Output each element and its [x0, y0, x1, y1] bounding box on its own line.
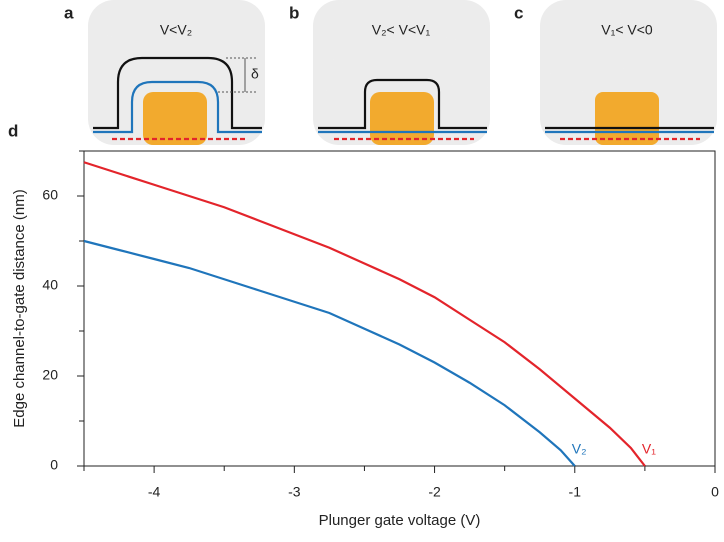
series-line	[83, 239, 576, 467]
series-line	[83, 161, 646, 467]
panel-texture	[313, 0, 490, 145]
y-tick-label: 40	[42, 277, 58, 293]
gate	[370, 92, 434, 145]
panel-title: V<V₂	[160, 22, 192, 38]
y-tick-label: 0	[50, 457, 58, 473]
panel-letter: a	[64, 3, 74, 22]
x-tick-label: -3	[288, 484, 301, 500]
panel-a: a δ V<V₂	[64, 0, 265, 145]
y-axis-label: Edge channel-to-gate distance (nm)	[11, 189, 28, 427]
panel-letter: b	[289, 3, 299, 22]
panel-c: c V₁< V<0	[514, 0, 717, 145]
x-tick-label: -4	[148, 484, 161, 500]
y-tick-label: 20	[42, 367, 58, 383]
y-tick-label: 60	[42, 187, 58, 203]
panel-title: V₁< V<0	[601, 22, 653, 38]
panel-texture	[540, 0, 717, 145]
edge-channel-inner	[93, 80, 262, 134]
x-tick-label: -1	[569, 484, 582, 500]
edge-channel-outer	[93, 56, 262, 130]
gate	[143, 92, 207, 145]
x-tick-label: -2	[428, 484, 441, 500]
series-label: V₂	[572, 441, 587, 457]
x-axis-label: Plunger gate voltage (V)	[319, 512, 481, 529]
panel-b: b V₂< V<V₁	[289, 0, 490, 145]
panel-letter: d	[8, 121, 18, 140]
panel-letter: c	[514, 3, 523, 22]
delta-label: δ	[251, 66, 259, 82]
plot-frame	[83, 150, 716, 467]
x-tick-label: 0	[711, 484, 719, 500]
edge-channel-outer	[318, 78, 487, 130]
delta-guide	[218, 57, 256, 93]
series-label: V₁	[642, 441, 656, 457]
panel-title: V₂< V<V₁	[372, 22, 431, 38]
line-chart: -4 -3 -2 -1 0 0 20 40 60 Plunger gate voltage (V)…	[11, 150, 719, 529]
gate	[595, 92, 659, 145]
